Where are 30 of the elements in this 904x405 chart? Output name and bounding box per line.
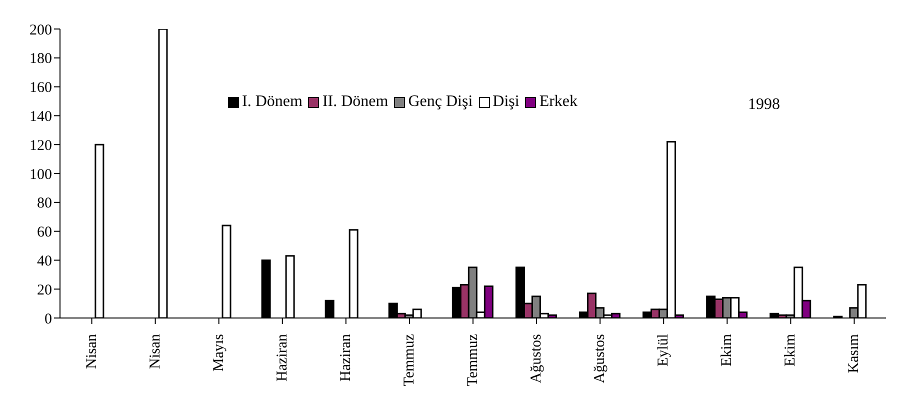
x-tick-label: Temmuz bbox=[465, 334, 481, 386]
x-tick-label: Temmuz bbox=[401, 334, 418, 386]
legend-label: II. Dönem bbox=[321, 93, 388, 111]
x-tick-label: Eylül bbox=[656, 334, 672, 366]
x-tick-label: Nisan bbox=[147, 334, 164, 369]
y-tick-label: 160 bbox=[30, 80, 52, 96]
x-tick-label: Nisan bbox=[84, 334, 100, 369]
y-tick-label: 180 bbox=[30, 51, 52, 68]
y-tick-label: 60 bbox=[37, 224, 52, 241]
y-tick-label: 100 bbox=[30, 166, 52, 183]
y-tick-label: 120 bbox=[30, 138, 52, 154]
y-tick-label: 200 bbox=[30, 22, 52, 38]
legend-label: I. Dönem bbox=[241, 93, 302, 111]
legend-label: Dişi bbox=[492, 93, 520, 111]
x-tick-label: Haziran bbox=[274, 334, 290, 382]
x-tick-label: Ağustos bbox=[528, 334, 545, 384]
x-tick-label: Ekim bbox=[782, 334, 799, 366]
legend-label: Genç Dişi bbox=[407, 93, 473, 111]
x-tick-label: Ekim bbox=[719, 334, 736, 366]
y-tick-label: 80 bbox=[37, 196, 52, 212]
y-tick-label: 20 bbox=[37, 282, 52, 298]
x-tick-label: Mayıs bbox=[210, 334, 227, 372]
y-tick-label: 0 bbox=[44, 311, 52, 328]
x-tick-label: Ağustos bbox=[592, 334, 608, 384]
x-tick-label: Kasım bbox=[846, 334, 862, 374]
annotation: 1998 bbox=[748, 96, 780, 114]
y-tick-label: 140 bbox=[30, 109, 52, 126]
x-tick-label: Haziran bbox=[338, 334, 354, 382]
y-tick-label: 40 bbox=[37, 254, 52, 270]
legend-label: Erkek bbox=[538, 93, 578, 111]
